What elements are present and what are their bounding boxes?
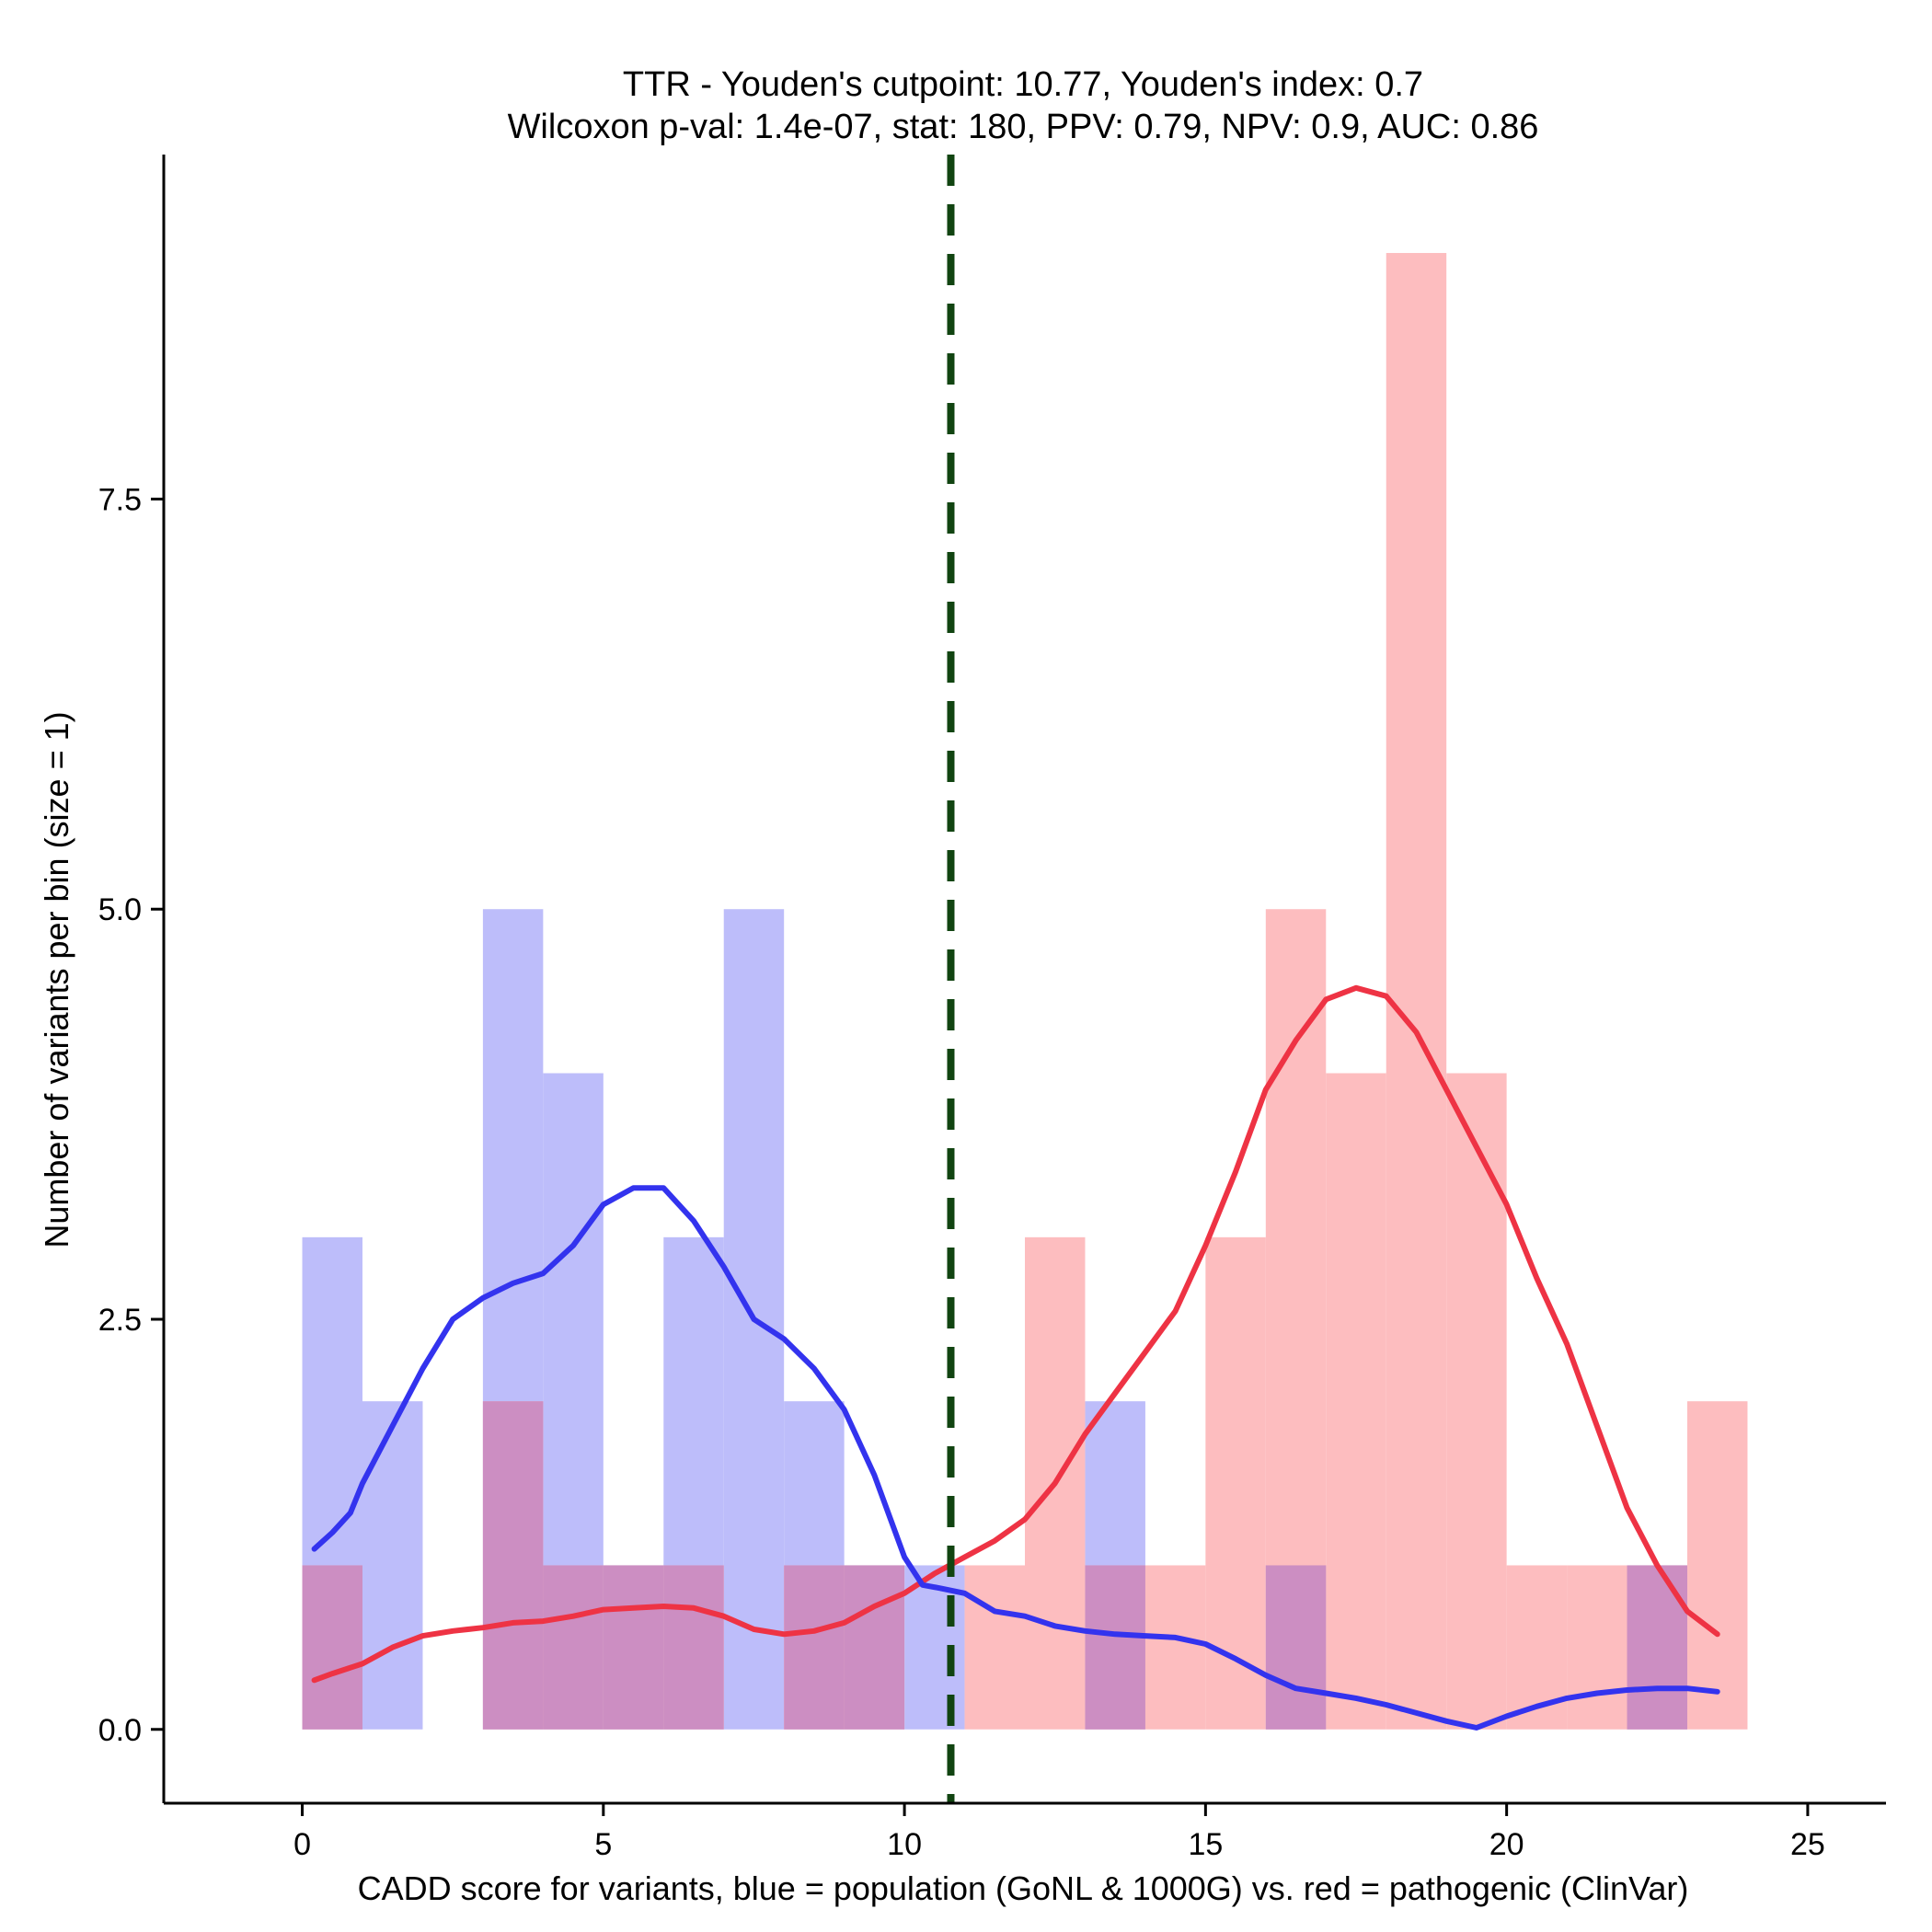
x-tick-label-15: 15 — [1188, 1827, 1223, 1862]
y-tick-label-5: 5.0 — [98, 892, 142, 927]
pathogenic-bar-18 — [1386, 252, 1447, 1730]
axes-layer — [162, 155, 1886, 1805]
chart-title-line2: Wilcoxon p-val: 1.4e-07, stat: 180, PPV:… — [508, 108, 1539, 146]
overlap-bar-22 — [1627, 1565, 1687, 1730]
x-tick-label-0: 0 — [293, 1827, 311, 1862]
overlap-bar-9 — [844, 1565, 905, 1730]
pathogenic-bar-21 — [1567, 1565, 1627, 1730]
ticks-layer: 0 5 10 15 20 25 0.0 2.5 5.0 7.5 — [98, 482, 1825, 1862]
overlap-bar-8 — [784, 1565, 845, 1730]
pathogenic-bar-19 — [1446, 1073, 1507, 1730]
bars-layer — [302, 252, 1748, 1730]
density-lines-layer — [311, 984, 1720, 1731]
overlap-bar-0 — [302, 1565, 362, 1730]
pathogenic-density-line — [311, 984, 1720, 1684]
chart-title-line1: TTR - Youden's cutpoint: 10.77, Youden's… — [623, 65, 1423, 104]
population-bar-1 — [362, 1401, 423, 1730]
pathogenic-bar-15 — [1205, 1236, 1266, 1730]
x-tick-label-20: 20 — [1489, 1827, 1524, 1862]
y-tick-label-2.5: 2.5 — [98, 1303, 142, 1338]
y-axis-label: Number of variants per bin (size = 1) — [38, 711, 75, 1248]
overlap-bar-3 — [482, 1401, 544, 1730]
overlap-bar-5 — [603, 1565, 664, 1730]
pathogenic-bar-14 — [1144, 1565, 1206, 1730]
x-tick-label-25: 25 — [1790, 1827, 1825, 1862]
population-density-line — [311, 1185, 1720, 1731]
x-axis-label: CADD score for variants, blue = populati… — [358, 1869, 1689, 1907]
x-tick-label-5: 5 — [594, 1827, 612, 1862]
pathogenic-bar-17 — [1326, 1073, 1386, 1730]
overlap-bar-13 — [1085, 1565, 1145, 1730]
overlap-bar-6 — [663, 1565, 724, 1730]
y-tick-label-7.5: 7.5 — [98, 482, 142, 517]
x-tick-label-10: 10 — [887, 1827, 922, 1862]
y-tick-label-0: 0.0 — [98, 1713, 142, 1748]
pathogenic-bar-23 — [1687, 1401, 1748, 1730]
overlap-bar-16 — [1265, 1565, 1327, 1730]
pathogenic-bar-11 — [964, 1565, 1025, 1730]
overlap-bar-4 — [543, 1565, 604, 1730]
